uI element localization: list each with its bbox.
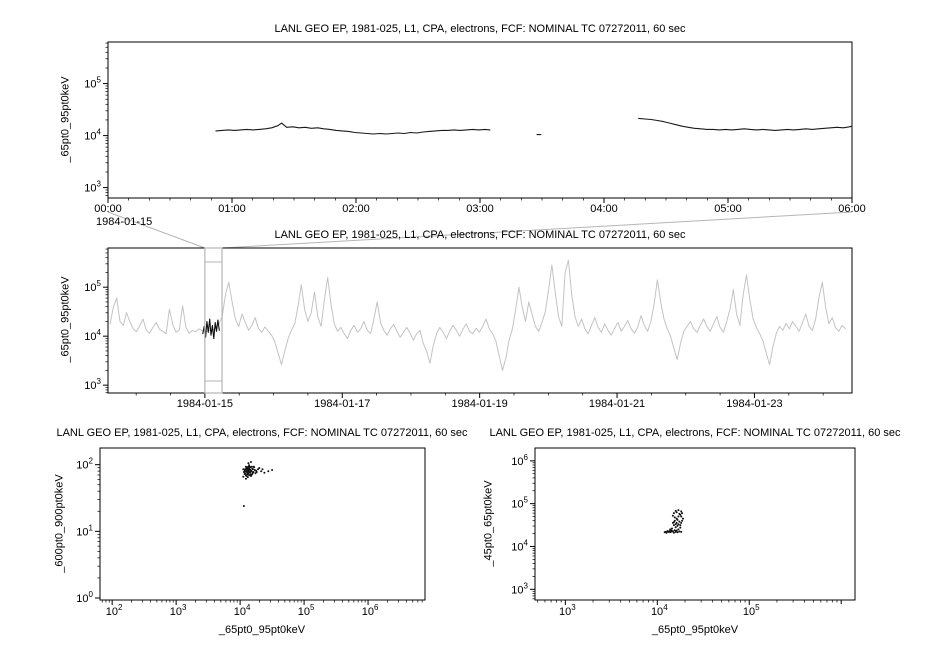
bl-plot-group: 100 101 102 102 103 104 105 106	[76, 447, 426, 618]
br-plot-area[interactable]	[534, 447, 856, 601]
top-series-segment-2	[638, 117, 853, 131]
svg-text:101: 101	[76, 523, 93, 538]
zoom-connector-lines	[107, 211, 853, 249]
svg-text:105: 105	[84, 76, 101, 91]
svg-text:103: 103	[559, 603, 576, 618]
svg-text:1984-01-17: 1984-01-17	[314, 398, 370, 410]
svg-text:01:00: 01:00	[218, 203, 246, 215]
br-plot-group: 103 104 105 106 103 104 105	[511, 447, 856, 618]
svg-text:103: 103	[511, 581, 528, 596]
svg-text:1984-01-23: 1984-01-23	[726, 398, 782, 410]
bottom-left-x-axis-label: _65pt0_95pt0keV	[218, 624, 306, 636]
svg-text:1984-01-19: 1984-01-19	[452, 398, 508, 410]
svg-text:104: 104	[84, 328, 101, 343]
bottom-right-x-axis-label: _65pt0_95pt0keV	[651, 624, 739, 636]
svg-text:02:00: 02:00	[342, 203, 370, 215]
svg-text:100: 100	[76, 590, 93, 605]
svg-text:104: 104	[651, 603, 668, 618]
svg-text:1984-01-21: 1984-01-21	[589, 398, 645, 410]
svg-text:106: 106	[511, 453, 528, 468]
bottom-left-y-axis-label: _600pt0_900pt0keV	[53, 474, 66, 573]
svg-text:106: 106	[362, 603, 379, 618]
top-plot-area[interactable]	[107, 41, 853, 199]
top-plot-title: LANL GEO EP, 1981-025, L1, CPA, electron…	[274, 23, 686, 35]
svg-text:103: 103	[84, 377, 101, 392]
svg-text:104: 104	[234, 603, 251, 618]
svg-text:03:00: 03:00	[466, 203, 494, 215]
svg-text:1984-01-15: 1984-01-15	[177, 398, 233, 410]
mid-plot-area[interactable]	[107, 247, 853, 394]
svg-text:103: 103	[84, 180, 101, 195]
svg-text:103: 103	[170, 603, 187, 618]
br-scatter-points	[663, 509, 684, 534]
svg-text:04:00: 04:00	[590, 203, 618, 215]
svg-text:105: 105	[84, 279, 101, 294]
svg-text:105: 105	[511, 496, 528, 511]
bl-scatter-points	[242, 461, 274, 507]
mid-highlight-series	[202, 318, 220, 340]
svg-text:00:00: 00:00	[94, 203, 122, 215]
bottom-left-plot-title: LANL GEO EP, 1981-025, L1, CPA, electron…	[56, 427, 468, 439]
top-plot-group: 103 104 105 00:00 01:00 02:00 03:00 04:00 05:00 0…	[84, 41, 866, 215]
top-plot-start-date-label: 1984-01-15	[96, 216, 153, 228]
bottom-right-y-axis-label: _45pt0_65pt0keV	[482, 480, 495, 567]
top-plot-y-axis-label: _65pt0_95pt0keV	[59, 76, 72, 163]
bottom-right-plot-title: LANL GEO EP, 1981-025, L1, CPA, electron…	[489, 427, 901, 439]
zoom-region-box[interactable]	[204, 247, 223, 394]
svg-text:05:00: 05:00	[714, 203, 742, 215]
svg-text:102: 102	[76, 457, 93, 472]
top-series-segment-0	[215, 122, 491, 135]
svg-text:06:00: 06:00	[838, 203, 866, 215]
svg-text:104: 104	[84, 128, 101, 143]
bl-plot-area[interactable]	[99, 447, 426, 601]
mid-plot-group: 103 104 105 1984-01-15 1984-01-17 1984-01-19 1…	[84, 247, 853, 410]
context-plot-title: LANL GEO EP, 1981-025, L1, CPA, electron…	[274, 229, 686, 241]
mid-series	[109, 259, 846, 371]
svg-text:104: 104	[511, 538, 528, 553]
svg-text:102: 102	[106, 603, 123, 618]
svg-text:105: 105	[743, 603, 760, 618]
svg-text:105: 105	[298, 603, 315, 618]
context-plot-y-axis-label: _65pt0_95pt0keV	[59, 276, 72, 363]
